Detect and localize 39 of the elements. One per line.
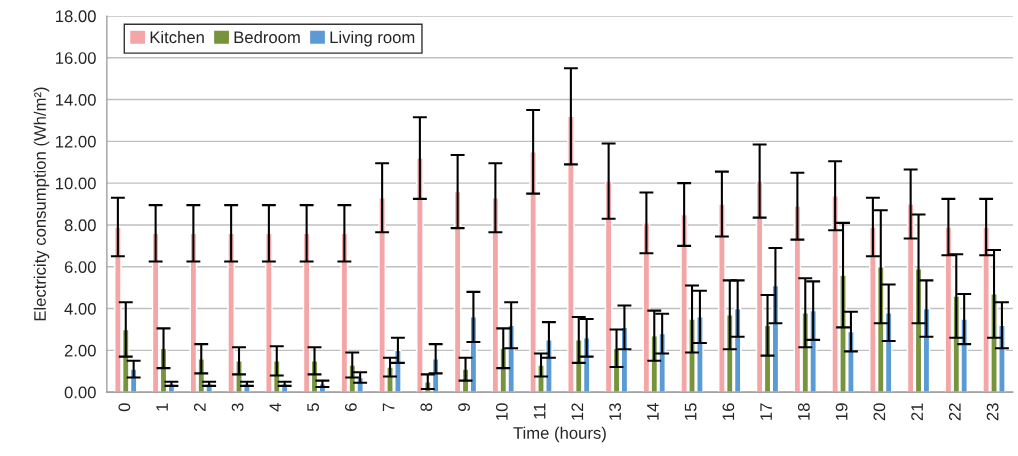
x-tick-label: 19 [835,403,848,420]
y-tick-label: 2.00 [64,344,96,357]
x-tick-label: 23 [986,403,999,421]
y-tick-label: 4.00 [64,302,96,315]
x-tick-label: 1 [156,403,168,411]
y-axis-title: Electricity consumption (Wh/m²) [33,87,50,321]
y-tick-label: 10.00 [56,177,96,190]
legend-label: Kitchen [150,30,204,44]
y-tick-label: 14.00 [56,93,96,106]
y-tick-label: 18.00 [56,10,96,23]
x-tick-label: 4 [269,403,282,412]
legend-label: Living room [330,30,415,47]
x-tick-label: 17 [760,403,772,420]
legend-label: Bedroom [234,30,300,44]
x-tick-label: 15 [684,403,697,420]
x-tick-label: 6 [344,403,357,411]
x-tick-label: 10 [495,403,508,420]
y-tick-label: 8.00 [64,219,96,232]
x-tick-label: 3 [231,403,244,412]
x-tick-label: 12 [571,403,584,420]
x-tick-label: 11 [533,403,546,419]
x-tick-label: 22 [948,403,961,421]
x-tick-label: 14 [647,403,659,420]
x-tick-label: 5 [307,403,319,412]
y-tick-label: 12.00 [56,135,96,148]
x-tick-label: 8 [420,403,433,412]
x-tick-label: 2 [193,403,206,412]
x-tick-label: 20 [873,403,886,421]
x-tick-label: 21 [911,403,923,421]
y-tick-label: 6.00 [64,261,96,273]
x-axis-title: Time (hours) [513,426,606,443]
y-tick-label: 0.00 [64,386,96,399]
x-tick-label: 16 [722,403,735,420]
y-tick-label: 16.00 [56,52,96,64]
x-tick-label: 7 [382,403,395,411]
x-tick-label: 13 [609,403,621,420]
x-tick-label: 0 [118,403,131,412]
x-tick-label: 9 [458,403,470,412]
x-tick-label: 18 [797,403,810,420]
